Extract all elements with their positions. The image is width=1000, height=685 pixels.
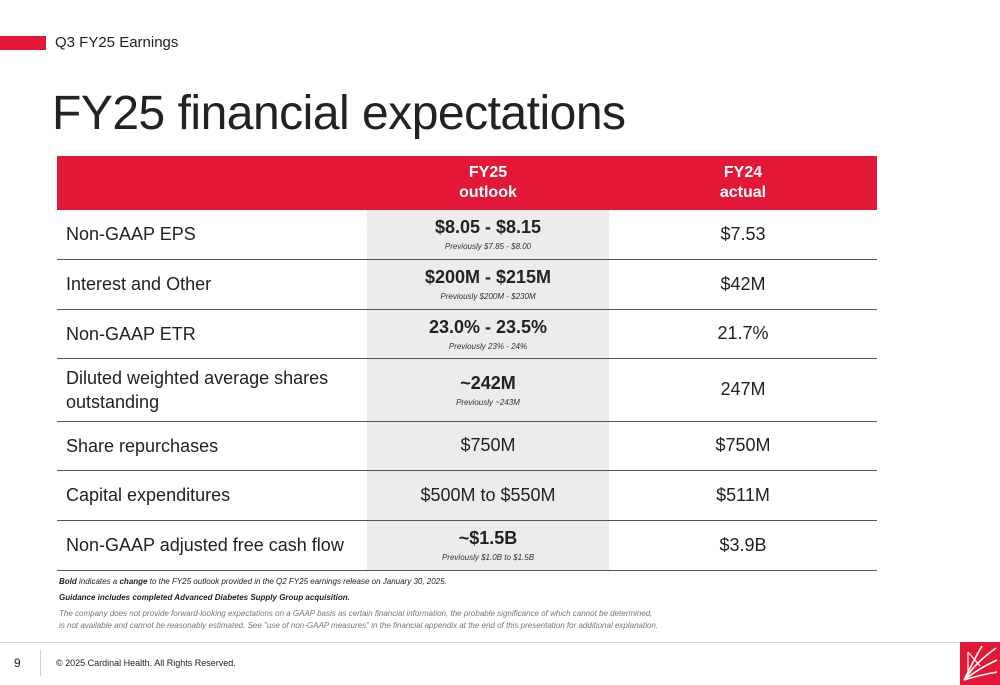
column-header-line1: FY25 [468, 164, 508, 181]
table-row: Share repurchases $750M $750M [57, 421, 877, 471]
outlook-value: $200M - $215M [424, 267, 552, 287]
fy24-actual-cell: 21.7% [609, 309, 877, 359]
fy24-actual-cell: $511M [609, 470, 877, 521]
fy25-outlook-cell: 23.0% - 23.5% Previously 23% - 24% [367, 309, 609, 359]
row-label: Share repurchases [57, 421, 367, 471]
footnote-text: indicates a [76, 577, 120, 586]
row-label: Capital expenditures [57, 470, 367, 521]
fy24-actual-cell: $42M [609, 259, 877, 310]
previous-outlook-note: Previously $1.0B to $1.5B [441, 553, 535, 562]
table-row: Non-GAAP adjusted free cash flow ~$1.5B Pr… [57, 520, 877, 571]
row-label: Non-GAAP ETR [57, 309, 367, 359]
guidance-footnote: Guidance includes completed Advanced Dia… [59, 593, 350, 602]
column-header-line2: actual [719, 184, 767, 201]
fy24-actual-cell: $750M [609, 421, 877, 471]
outlook-value: ~$1.5B [458, 528, 518, 548]
fy25-outlook-cell: $500M to $550M [367, 470, 609, 521]
row-label: Non-GAAP EPS [57, 210, 367, 260]
expectations-table: FY25 outlook FY24 actual Non-GAAP EPS $8.… [57, 156, 877, 571]
fy25-outlook-cell: $200M - $215M Previously $200M - $230M [367, 259, 609, 310]
fy25-outlook-cell: $750M [367, 421, 609, 471]
table-row: Diluted weighted average shares outstand… [57, 358, 877, 422]
footnote-bold-word: Bold [59, 577, 77, 586]
outlook-value: $8.05 - $8.15 [434, 217, 542, 238]
section-label: Q3 FY25 Earnings [55, 34, 179, 51]
table-row: Non-GAAP EPS $8.05 - $8.15 Previously $7.8… [57, 210, 877, 260]
fy24-actual-cell: 247M [609, 358, 877, 422]
footer-vertical-divider [40, 650, 41, 676]
column-header-line2: outlook [459, 184, 517, 201]
row-label: Interest and Other [57, 259, 367, 310]
fy24-actual-column-header: FY24 actual [609, 156, 877, 210]
fy24-actual-cell: $3.9B [609, 520, 877, 571]
fy25-outlook-cell: $8.05 - $8.15 Previously $7.85 - $8.00 [367, 210, 609, 260]
footnote-change-word: change [119, 577, 148, 586]
previous-outlook-note: Previously ~243M [456, 397, 520, 407]
table-body: Non-GAAP EPS $8.05 - $8.15 Previously $7.8… [57, 210, 877, 571]
footnotes: Bold indicates a change to the FY25 outl… [59, 576, 939, 636]
outlook-value: $750M [460, 435, 516, 455]
footnote-text: to the FY25 outlook provided in the Q2 F… [147, 577, 447, 586]
footer-divider [0, 642, 1000, 643]
cardinal-health-logo-icon [960, 642, 1000, 685]
outlook-value: ~242M [460, 372, 516, 393]
row-label: Diluted weighted average shares outstand… [57, 358, 367, 422]
page-title: FY25 financial expectations [52, 87, 626, 140]
previous-outlook-note: Previously $200M - $230M [440, 292, 536, 301]
previous-outlook-note: Previously $7.85 - $8.00 [444, 242, 532, 252]
row-label: Non-GAAP adjusted free cash flow [57, 520, 367, 571]
disclaimer-footnote: The company does not provide forward-loo… [59, 608, 939, 632]
change-footnote: Bold indicates a change to the FY25 outl… [59, 576, 939, 588]
outlook-value: 23.0% - 23.5% [428, 316, 548, 337]
fy24-actual-cell: $7.53 [609, 210, 877, 260]
fy25-outlook-cell: ~242M Previously ~243M [367, 358, 609, 422]
fy25-outlook-cell: ~$1.5B Previously $1.0B to $1.5B [367, 520, 609, 571]
fy25-outlook-column-header: FY25 outlook [367, 156, 609, 210]
disclaimer-line: is not available and cannot be reasonabl… [59, 621, 659, 630]
outlook-value: $500M to $550M [420, 484, 556, 505]
table-row: Interest and Other $200M - $215M Previousl… [57, 259, 877, 310]
disclaimer-line: The company does not provide forward-loo… [59, 609, 653, 618]
label-column-header [57, 156, 367, 210]
header-accent-bar [0, 36, 46, 50]
table-header-row: FY25 outlook FY24 actual [57, 156, 877, 210]
table-row: Non-GAAP ETR 23.0% - 23.5% Previously 23% … [57, 309, 877, 359]
column-header-line1: FY24 [723, 164, 763, 181]
table-row: Capital expenditures $500M to $550M $511M [57, 470, 877, 521]
page-number: 9 [14, 656, 21, 670]
copyright: © 2025 Cardinal Health. All Rights Reser… [56, 658, 236, 668]
previous-outlook-note: Previously 23% - 24% [448, 341, 528, 351]
